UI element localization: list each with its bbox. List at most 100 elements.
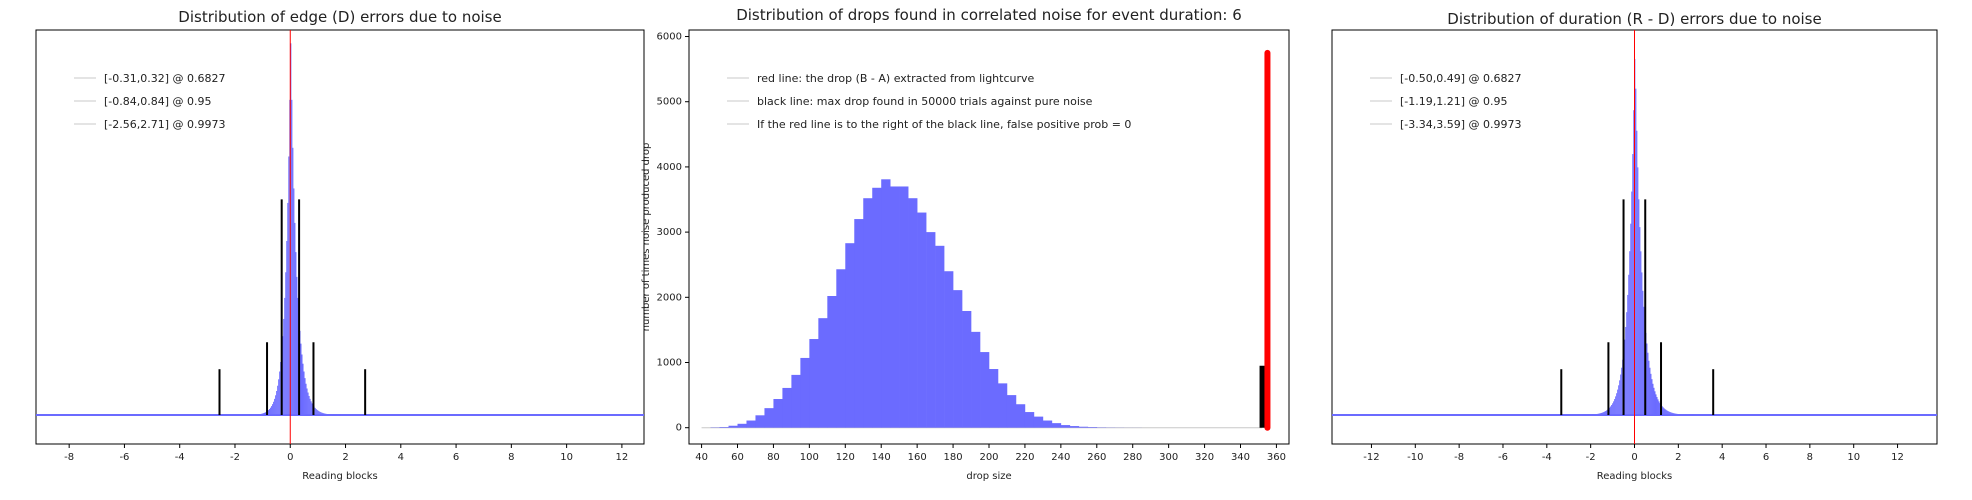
histogram-bar [755,415,765,428]
histogram-bar [1665,409,1667,416]
histogram-bar [279,371,281,416]
histogram-bar [971,331,981,428]
histogram-bar [284,297,286,416]
x-tick-label: 6 [453,452,459,463]
x-tick-label: -10 [1407,452,1423,463]
histogram-bar [329,414,331,416]
overlay-lines [1259,49,1271,431]
histogram-bar [1612,403,1614,416]
histogram-bar [1602,412,1604,416]
histogram-bar [277,385,279,416]
histogram-bar [307,392,309,416]
histogram-bar [1618,385,1620,416]
histogram-bar [301,354,303,416]
histogram-bar [311,403,313,416]
histogram-bar [302,363,304,416]
y-tick-label: 4000 [657,162,682,173]
histogram-bar [321,412,323,416]
histogram-bar [1591,414,1593,416]
histogram-bar [1620,374,1622,416]
x-tick-label: 80 [767,452,780,463]
x-tick-label: 200 [979,452,998,463]
legend-entry: black line: max drop found in 50000 tria… [757,95,1093,108]
histogram-bar [1657,399,1659,416]
histogram-bar [328,414,330,416]
histogram-bar [719,427,729,428]
histogram-bar [746,420,756,428]
x-tick-label: 8 [1807,452,1813,463]
histogram-bar [899,186,909,428]
histogram-bar [291,99,293,416]
histogram-bar [1671,412,1673,416]
y-axis-ticks: 0 1000 2000 3000 4000 5000 6000 [657,32,689,434]
histogram-bar [872,187,882,428]
histogram-bar [1654,391,1656,416]
histogram-bar [270,407,272,416]
histogram-bar [1617,389,1619,416]
histogram-bar [962,310,972,428]
x-tick-label: 160 [908,452,927,463]
histogram-bar [980,352,990,428]
x-tick-label: 2 [342,452,348,463]
histogram-bar [323,413,325,416]
histogram-bar [944,271,954,428]
histogram-bar [1626,312,1628,416]
histogram-bar [297,297,299,416]
histogram-bar [1087,427,1098,428]
y-tick-label: 6000 [657,32,682,43]
histogram-bar [1649,367,1651,416]
histogram-bar [1619,380,1621,416]
histogram-bar [285,272,287,416]
legend-entry: [-2.56,2.71] @ 0.9973 [104,118,226,131]
histogram-bar [827,296,837,428]
chart-title: Distribution of drops found in correlate… [736,6,1242,24]
histogram-bar [1633,110,1635,416]
histogram-bar [271,406,273,416]
legend-entry: [-0.31,0.32] @ 0.6827 [104,72,226,85]
x-tick-label: 0 [287,452,293,463]
histogram-bar [327,414,329,416]
histogram-bar [1651,379,1653,416]
x-axis-ticks: -12 -10 -8 -6 -4 -2 0 2 4 6 8 10 12 [1363,444,1904,463]
histogram-bar [1625,326,1627,416]
histogram-bar [1616,393,1618,416]
x-tick-label: 40 [695,452,708,463]
histogram-bar [1592,414,1594,416]
histogram-bar [1632,154,1634,416]
histogram-bar [306,388,308,416]
x-tick-label: -2 [230,452,240,463]
histogram-bar [1604,411,1606,416]
x-tick-label: 120 [836,452,855,463]
histogram-bar [1597,413,1599,416]
histogram-bar [737,423,747,428]
histogram-bar [257,414,259,416]
histogram-bar [1605,411,1607,416]
histogram-bar [1610,406,1612,416]
histogram-bar [863,198,873,428]
histogram-bar [1600,413,1602,416]
histogram-bar [265,412,267,416]
histogram-bar [264,412,266,416]
histogram-bar [1676,413,1678,416]
legend-entry: If the red line is to the right of the b… [757,118,1131,131]
histogram-bar [1661,405,1663,416]
x-tick-label: -4 [175,452,185,463]
histogram-bar [1630,223,1632,416]
histogram-bar [276,390,278,416]
histogram-bar [1627,294,1629,416]
histogram-bar [1647,352,1649,416]
histogram-bar [953,290,963,428]
histogram-bar [275,395,277,416]
histogram-bar [1636,130,1638,416]
x-tick-label: 100 [800,452,819,463]
plot-frame [35,29,645,445]
histogram-bar [1613,401,1615,416]
histogram-bar [1666,410,1668,416]
histogram-bar [1679,414,1681,416]
histogram-bar [728,425,738,428]
histogram-bar [845,243,855,428]
histogram-bar [1042,420,1053,428]
histogram-bar [818,318,828,428]
x-tick-label: -6 [119,452,129,463]
histogram-bar [1640,251,1642,416]
